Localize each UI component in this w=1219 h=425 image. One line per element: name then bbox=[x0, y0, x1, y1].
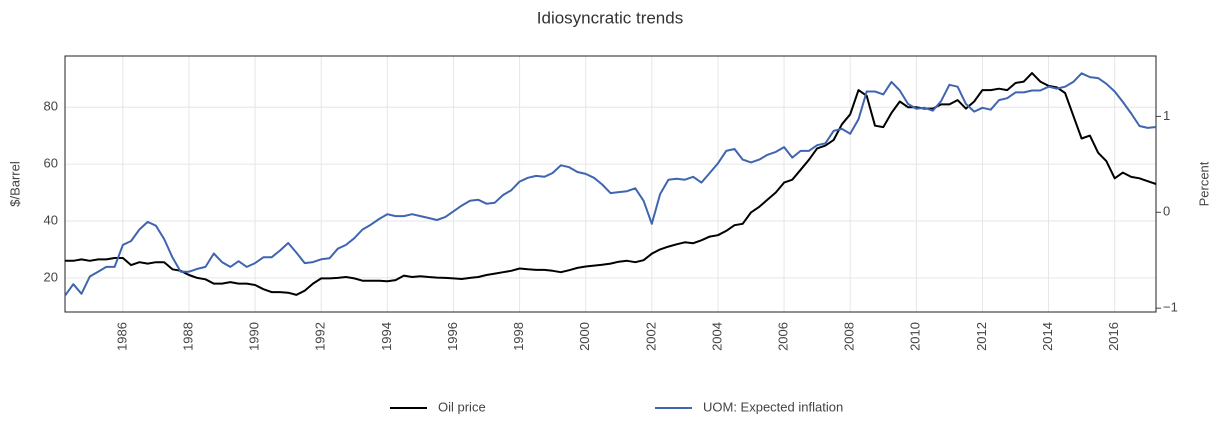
x-tick-label: 1986 bbox=[114, 322, 129, 351]
x-tick-label: 1994 bbox=[379, 322, 394, 351]
x-tick-label: 2010 bbox=[908, 322, 923, 351]
plot-frame bbox=[64, 55, 1157, 313]
x-tick-label: 2006 bbox=[776, 322, 791, 351]
series-line bbox=[65, 72, 1157, 296]
y-tick-label: 40 bbox=[44, 212, 58, 227]
series-line bbox=[64, 72, 1157, 297]
y-tick-label: 60 bbox=[44, 156, 58, 171]
y-tick-label: 20 bbox=[44, 269, 58, 284]
y-axis-label: $/Barrel bbox=[7, 161, 22, 207]
y2-tick-label: 1 bbox=[1163, 108, 1170, 123]
y2-tick-label: −1 bbox=[1163, 300, 1178, 315]
x-tick-label: 1992 bbox=[313, 322, 328, 351]
x-tick-label: 1988 bbox=[180, 322, 195, 351]
x-tick-label: 1996 bbox=[445, 322, 460, 351]
legend-label: Oil price bbox=[438, 399, 486, 414]
legend-label: UOM: Expected inflation bbox=[703, 399, 843, 414]
x-tick-label: 2004 bbox=[709, 322, 724, 351]
x-tick-label: 2014 bbox=[1040, 322, 1055, 351]
x-tick-label: 2016 bbox=[1106, 322, 1121, 351]
y2-axis-label: Percent bbox=[1196, 161, 1211, 206]
x-tick-label: 2012 bbox=[974, 322, 989, 351]
x-tick-label: 2002 bbox=[643, 322, 658, 351]
x-tick-label: 2000 bbox=[577, 322, 592, 351]
x-tick-label: 1998 bbox=[511, 322, 526, 351]
x-tick-label: 1990 bbox=[247, 322, 262, 351]
x-tick-label: 2008 bbox=[842, 322, 857, 351]
y2-tick-label: 0 bbox=[1163, 204, 1170, 219]
y-tick-label: 80 bbox=[44, 99, 58, 114]
chart-title: Idiosyncratic trends bbox=[537, 8, 683, 27]
